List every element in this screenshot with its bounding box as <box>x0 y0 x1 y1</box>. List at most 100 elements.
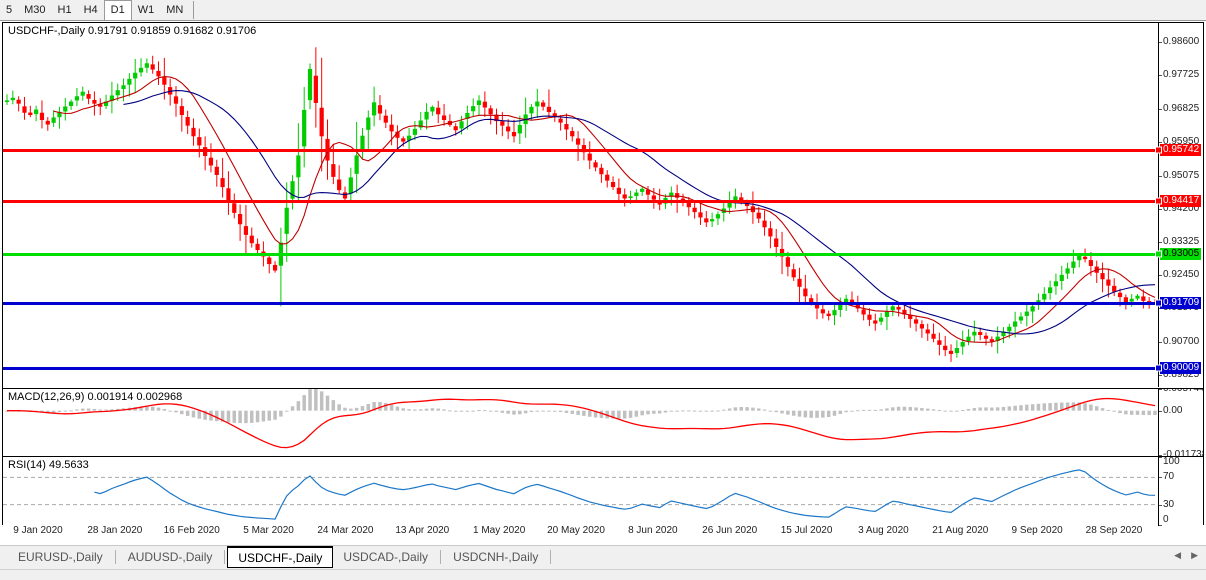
price-level-line[interactable] <box>3 302 1158 306</box>
price-level-handle[interactable] <box>1155 250 1162 258</box>
price-level-line[interactable] <box>3 366 1158 370</box>
price-level-tag[interactable]: 0.95742 <box>1160 144 1202 157</box>
price-tick-mark <box>1159 374 1162 376</box>
rsi-tick-label: 100 <box>1163 456 1180 467</box>
macd-tick-label: -0.011738 <box>1163 449 1203 457</box>
macd-tick-mark <box>1159 389 1162 390</box>
tab-usdchf-daily[interactable]: USDCHF-,Daily <box>227 546 334 568</box>
tab-separator <box>114 550 116 564</box>
timeframe-button-m5[interactable]: 5 <box>6 3 13 16</box>
timeframe-button-group: 5 M30 H1 H4 D1 W1 MN <box>0 0 195 20</box>
date-axis-label: 28 Jan 2020 <box>87 525 143 536</box>
price-tick-mark <box>1159 175 1162 177</box>
price-tick-label: 0.92450 <box>1163 269 1200 281</box>
timeframe-button-h1[interactable]: H1 <box>57 3 72 16</box>
price-tick-mark <box>1159 142 1162 144</box>
price-tick-mark <box>1159 341 1162 343</box>
rsi-axis[interactable]: 100 70 30 0 <box>1158 457 1203 526</box>
macd-pane[interactable]: MACD(12,26,9) 0.001914 0.002968 0.005744… <box>3 388 1203 456</box>
price-plot-area[interactable] <box>3 23 1158 387</box>
price-tick-label: 0.98600 <box>1163 35 1200 47</box>
tab-separator <box>550 550 552 564</box>
price-tick-label: 0.96825 <box>1163 103 1200 115</box>
tab-separator <box>224 550 226 564</box>
price-level-tag[interactable]: 0.91709 <box>1160 297 1202 310</box>
price-pane-label: USDCHF-,Daily 0.91791 0.91859 0.91682 0.… <box>8 25 257 37</box>
date-axis-label: 3 Aug 2020 <box>858 525 909 536</box>
price-level-tag[interactable]: 0.93005 <box>1160 248 1202 261</box>
macd-tick-label: 0.00 <box>1163 404 1183 416</box>
date-axis: 9 Jan 2020 28 Jan 2020 16 Feb 2020 5 Mar 20… <box>2 525 1204 541</box>
macd-tick-label: 0.005744 <box>1163 388 1203 394</box>
price-level-tag[interactable]: 0.90009 <box>1160 361 1202 374</box>
date-axis-label: 9 Jan 2020 <box>13 525 63 536</box>
price-tick-label: 0.94200 <box>1163 202 1200 214</box>
date-axis-label: 24 Mar 2020 <box>317 525 374 536</box>
date-axis-label: 1 May 2020 <box>473 525 526 536</box>
tab-eurusd-daily[interactable]: EURUSD-,Daily <box>18 550 103 564</box>
tab-separator <box>440 550 442 564</box>
date-axis-label: 13 Apr 2020 <box>395 525 450 536</box>
price-tick-mark <box>1159 109 1162 111</box>
macd-tick-mark <box>1159 410 1162 412</box>
price-tick-label: 0.97725 <box>1163 69 1200 81</box>
date-axis-label: 15 Jul 2020 <box>780 525 833 536</box>
rsi-tick-mark <box>1159 504 1162 506</box>
date-axis-label: 5 Mar 2020 <box>243 525 294 536</box>
scroll-left-icon[interactable]: ◀ <box>1174 550 1182 560</box>
date-axis-label: 28 Sep 2020 <box>1085 525 1143 536</box>
price-axis[interactable]: 0.98600 0.97725 0.96825 0.95950 0.95075 0.942… <box>1155 23 1203 387</box>
timeframe-toolbar: 5 M30 H1 H4 D1 W1 MN <box>0 0 1206 21</box>
chart-tab-bar[interactable]: EURUSD-,Daily AUDUSD-,Daily USDCHF-,Dail… <box>0 545 1206 570</box>
chart-tabs: EURUSD-,Daily AUDUSD-,Daily USDCHF-,Dail… <box>8 546 553 570</box>
chart-frame[interactable]: USDCHF-,Daily 0.91791 0.91859 0.91682 0.… <box>2 22 1204 526</box>
price-pane[interactable]: USDCHF-,Daily 0.91791 0.91859 0.91682 0.… <box>3 23 1203 387</box>
price-tick-mark <box>1159 275 1162 277</box>
rsi-tick-mark <box>1159 525 1162 526</box>
rsi-tick-label: 30 <box>1163 498 1175 510</box>
price-level-line[interactable] <box>3 253 1158 257</box>
date-axis-label: 26 Jun 2020 <box>702 525 758 536</box>
price-tick-label: 0.90700 <box>1163 335 1200 347</box>
price-tick-label: 0.89825 <box>1163 368 1200 380</box>
macd-axis[interactable]: 0.005744 0.00 -0.011738 <box>1158 389 1203 456</box>
scroll-right-icon[interactable]: ▶ <box>1191 550 1198 560</box>
macd-tick-mark <box>1159 455 1162 456</box>
tab-usdcad-daily[interactable]: USDCAD-,Daily <box>343 550 429 564</box>
date-axis-label: 9 Sep 2020 <box>1011 525 1063 536</box>
date-axis-label: 20 May 2020 <box>547 525 605 536</box>
price-level-tag[interactable]: 0.94417 <box>1160 194 1202 207</box>
tab-usdcnh-daily[interactable]: USDCNH-,Daily <box>453 550 539 564</box>
tab-scroll-arrows: ◀ ▶ <box>1174 550 1198 561</box>
macd-plot-area[interactable] <box>3 389 1158 456</box>
timeframe-button-h4[interactable]: H4 <box>83 3 98 16</box>
rsi-pane[interactable]: RSI(14) 49.5633 100 70 30 0 <box>3 456 1203 526</box>
price-level-handle[interactable] <box>1155 364 1162 372</box>
toolbar-separator <box>193 1 195 19</box>
timeframe-button-d1[interactable]: D1 <box>103 0 132 20</box>
price-tick-label: 0.95075 <box>1163 169 1200 181</box>
price-tick-label: 0.93325 <box>1163 235 1200 247</box>
price-tick-mark <box>1159 208 1162 210</box>
rsi-tick-label: 0 <box>1163 514 1169 525</box>
price-level-line[interactable] <box>3 149 1158 153</box>
price-tick-label: 0.95950 <box>1163 136 1200 148</box>
timeframe-button-mn[interactable]: MN <box>166 3 184 16</box>
timeframe-button-m30[interactable]: M30 <box>24 3 46 16</box>
price-level-handle[interactable] <box>1155 197 1162 205</box>
price-tick-mark <box>1159 241 1162 243</box>
timeframe-button-w1[interactable]: W1 <box>137 3 155 16</box>
rsi-tick-label: 70 <box>1163 471 1175 483</box>
rsi-plot-area[interactable] <box>3 457 1158 526</box>
status-bar <box>0 569 1206 580</box>
date-axis-label: 21 Aug 2020 <box>932 525 989 536</box>
price-tick-mark <box>1159 75 1162 77</box>
price-level-handle[interactable] <box>1155 299 1162 307</box>
date-axis-label: 8 Jun 2020 <box>628 525 678 536</box>
rsi-tick-mark <box>1159 457 1162 458</box>
tab-audusd-daily[interactable]: AUDUSD-,Daily <box>127 550 213 564</box>
price-level-handle[interactable] <box>1155 146 1162 154</box>
price-level-line[interactable] <box>3 199 1158 203</box>
date-axis-label: 16 Feb 2020 <box>163 525 220 536</box>
price-tick-mark <box>1159 41 1162 43</box>
